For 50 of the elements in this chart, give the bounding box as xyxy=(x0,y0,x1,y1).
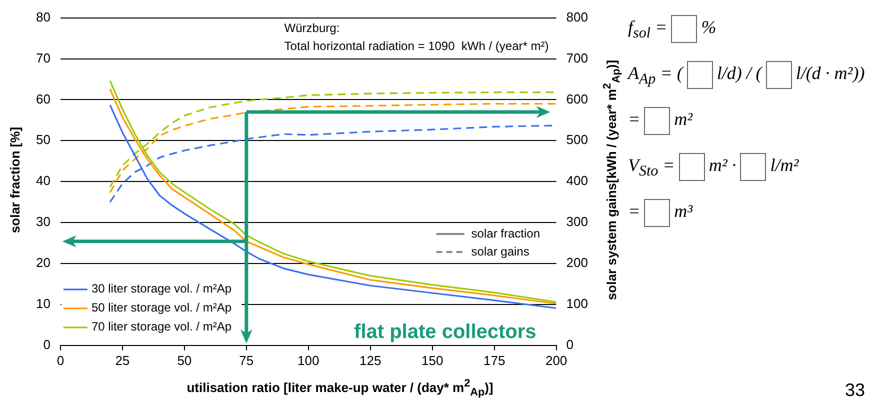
text: = xyxy=(628,201,640,222)
text: 33 xyxy=(845,380,866,401)
y2-tick-label: 800 xyxy=(566,9,588,24)
text: l/m² xyxy=(770,155,799,176)
y2-tick-label: 100 xyxy=(566,296,588,312)
x-tick-label: 175 xyxy=(483,352,506,368)
x-tick-label: 150 xyxy=(421,352,444,368)
text: A$_{Ap}$ = ( xyxy=(628,63,683,88)
annotation: flat plate collectors xyxy=(354,320,536,343)
y-tick-label: 60 xyxy=(36,91,50,106)
x-tick-label: 100 xyxy=(298,352,320,368)
y-axis-title: solar fraction [%] xyxy=(8,126,22,234)
text: V$_{Sto}$ = xyxy=(628,155,675,180)
y2-tick-label: 500 xyxy=(566,132,588,148)
annotation: Würzburg: xyxy=(284,21,340,36)
y2-tick-label: 400 xyxy=(566,173,588,188)
x-tick-label: 125 xyxy=(360,352,382,368)
text: = xyxy=(628,109,640,130)
text: l/d) / ( xyxy=(716,63,762,84)
y2-tick-label: 600 xyxy=(566,91,588,106)
x-tick-label: 0 xyxy=(56,352,64,368)
y-tick-label: 50 xyxy=(36,132,50,148)
y-tick-label: 30 xyxy=(36,214,50,230)
x-tick-label: 200 xyxy=(545,352,568,368)
annotation: solar gains xyxy=(471,244,530,258)
y2-tick-label: 200 xyxy=(566,255,588,270)
y-tick-label: 80 xyxy=(36,9,50,24)
legend-label: 30 liter storage vol. / m²Ap xyxy=(91,282,232,296)
text: m² · xyxy=(708,155,736,176)
annotation: solar fraction xyxy=(471,226,540,240)
y-tick-label: 70 xyxy=(36,50,50,66)
x-tick-label: 25 xyxy=(115,352,130,368)
text: m³ xyxy=(674,201,693,222)
y2-tick-label: 0 xyxy=(566,336,574,352)
text: m² xyxy=(674,109,693,130)
legend-label: 70 liter storage vol. / m²Ap xyxy=(91,320,232,334)
y-tick-label: 40 xyxy=(36,173,50,188)
annotation: Total horizontal radiation = 1090 kWh / (year* m²) xyxy=(284,39,549,54)
x-axis-title: utilisation ratio [liter make-up water / (day* m$^{2}$$_{Ap}$)] xyxy=(186,378,494,399)
text: % xyxy=(701,17,716,38)
x-tick-label: 50 xyxy=(177,352,192,368)
legend-label: 50 liter storage vol. / m²Ap xyxy=(91,300,232,315)
y2-tick-label: 300 xyxy=(566,214,588,230)
y-tick-label: 20 xyxy=(36,255,50,270)
y2-tick-label: 700 xyxy=(566,50,588,66)
text: l/(d · m²)) xyxy=(796,63,865,84)
y-tick-label: 0 xyxy=(43,336,50,352)
x-tick-label: 75 xyxy=(239,352,254,368)
text: f$_{sol}$ = xyxy=(628,17,668,42)
y-tick-label: 10 xyxy=(36,296,50,312)
